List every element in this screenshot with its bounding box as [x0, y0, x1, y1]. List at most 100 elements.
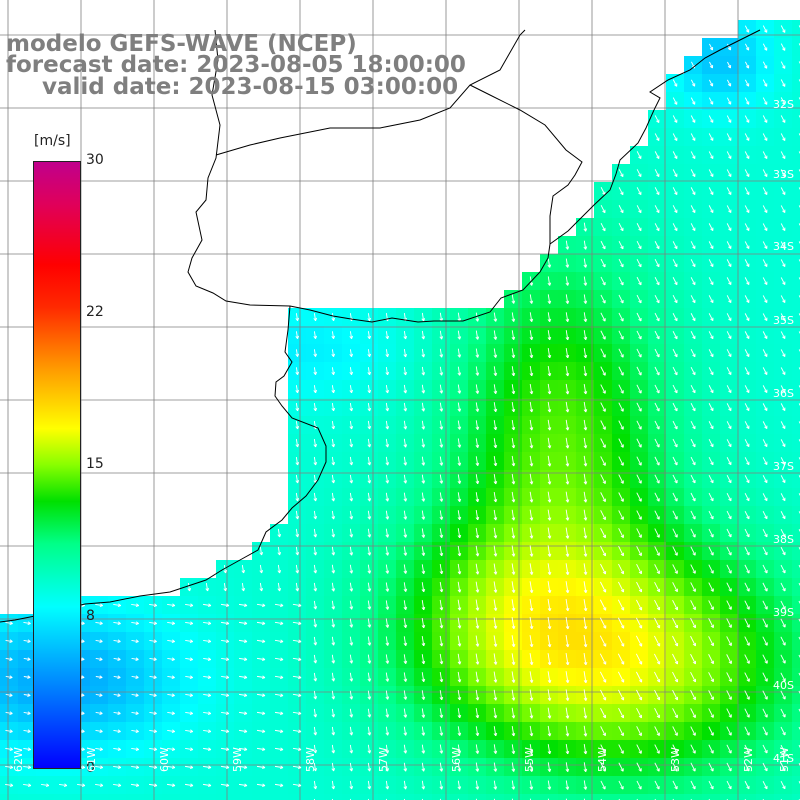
wind-arrow	[600, 780, 606, 790]
wind-arrow	[313, 385, 318, 394]
wind-arrow	[636, 581, 643, 593]
wind-arrow	[547, 780, 552, 790]
wind-arrow	[618, 474, 624, 484]
wind-arrow	[23, 639, 31, 643]
wind-arrow	[618, 581, 625, 593]
wind-arrow	[421, 312, 426, 322]
wind-arrow	[690, 474, 696, 484]
wind-arrow	[565, 707, 570, 719]
wind-arrow	[583, 545, 588, 557]
wind-arrow	[672, 510, 678, 520]
wind-arrow	[654, 241, 660, 250]
wind-arrow	[600, 726, 606, 737]
wind-arrow	[295, 385, 300, 394]
wind-arrow	[203, 729, 212, 734]
wind-arrow	[744, 564, 750, 574]
wind-arrow	[331, 672, 336, 682]
wind-arrow	[744, 439, 750, 448]
wind-arrow	[385, 456, 390, 466]
wind-arrow	[744, 475, 750, 484]
wind-cell	[792, 578, 800, 597]
wind-arrow	[744, 367, 750, 376]
wind-arrow	[221, 729, 230, 734]
wind-arrow	[780, 241, 786, 249]
wind-arrow	[654, 348, 660, 358]
wind-cell	[558, 794, 577, 800]
wind-arrow	[529, 545, 534, 557]
wind-arrow	[744, 313, 750, 321]
wind-arrow	[547, 473, 552, 485]
wind-arrow	[131, 693, 139, 697]
wind-cell	[198, 794, 217, 800]
wind-cell	[792, 164, 800, 183]
wind-arrow	[239, 711, 248, 716]
wind-arrow	[672, 653, 679, 665]
wind-arrow	[600, 528, 606, 539]
wind-arrow	[708, 403, 714, 412]
wind-arrow	[274, 747, 284, 752]
colorbar	[33, 161, 81, 769]
wind-arrow	[220, 765, 230, 770]
wind-arrow	[654, 133, 660, 141]
wind-arrow	[221, 657, 230, 662]
wind-arrow	[59, 783, 68, 788]
wind-arrow	[672, 384, 678, 394]
wind-arrow	[529, 437, 534, 449]
wind-arrow	[295, 403, 300, 412]
wind-arrow	[421, 672, 426, 683]
wind-arrow	[708, 762, 714, 772]
wind-arrow	[331, 744, 336, 754]
wind-arrow	[511, 689, 516, 701]
wind-arrow	[618, 689, 625, 701]
wind-arrow	[780, 511, 786, 520]
wind-cell	[792, 200, 800, 219]
wind-arrow	[367, 726, 372, 736]
wind-arrow	[385, 708, 390, 718]
wind-arrow	[565, 762, 570, 772]
wind-arrow	[529, 563, 534, 575]
wind-arrow	[403, 420, 408, 430]
wind-arrow	[185, 621, 194, 626]
wind-arrow	[708, 367, 714, 376]
wind-arrow	[367, 636, 372, 646]
wind-arrow	[277, 564, 282, 574]
wind-arrow	[708, 115, 714, 123]
wind-arrow	[708, 636, 714, 647]
wind-arrow	[744, 43, 750, 51]
wind-arrow	[583, 294, 588, 304]
wind-arrow	[618, 187, 624, 196]
wind-arrow	[618, 546, 624, 557]
wind-arrow	[457, 510, 462, 521]
wind-arrow	[113, 711, 121, 715]
wind-arrow	[654, 528, 660, 538]
wind-arrow	[511, 725, 516, 737]
wind-arrow	[636, 169, 642, 178]
wind-arrow	[708, 295, 714, 304]
wind-arrow	[367, 654, 372, 664]
wind-arrow	[583, 707, 588, 719]
wind-arrow	[780, 151, 786, 159]
wind-arrow	[23, 693, 31, 697]
wind-arrow	[313, 349, 318, 357]
wind-arrow	[274, 765, 284, 770]
wind-arrow	[654, 780, 660, 790]
wind-arrow	[547, 635, 552, 648]
wind-arrow	[726, 421, 732, 430]
wind-arrow	[5, 747, 13, 752]
wind-cell	[576, 794, 595, 800]
wind-arrow	[600, 366, 606, 376]
wind-cell	[792, 470, 800, 489]
wind-arrow	[149, 639, 157, 644]
wind-arrow	[565, 653, 570, 666]
lon-label: 54W	[596, 747, 609, 772]
wind-arrow	[403, 582, 408, 592]
wind-arrow	[547, 401, 552, 413]
wind-arrow	[367, 331, 372, 340]
wind-arrow	[565, 365, 570, 377]
wind-arrow	[726, 708, 732, 718]
wind-arrow	[221, 711, 230, 716]
wind-arrow	[672, 474, 678, 484]
wind-arrow	[313, 367, 318, 375]
wind-arrow	[493, 491, 498, 503]
